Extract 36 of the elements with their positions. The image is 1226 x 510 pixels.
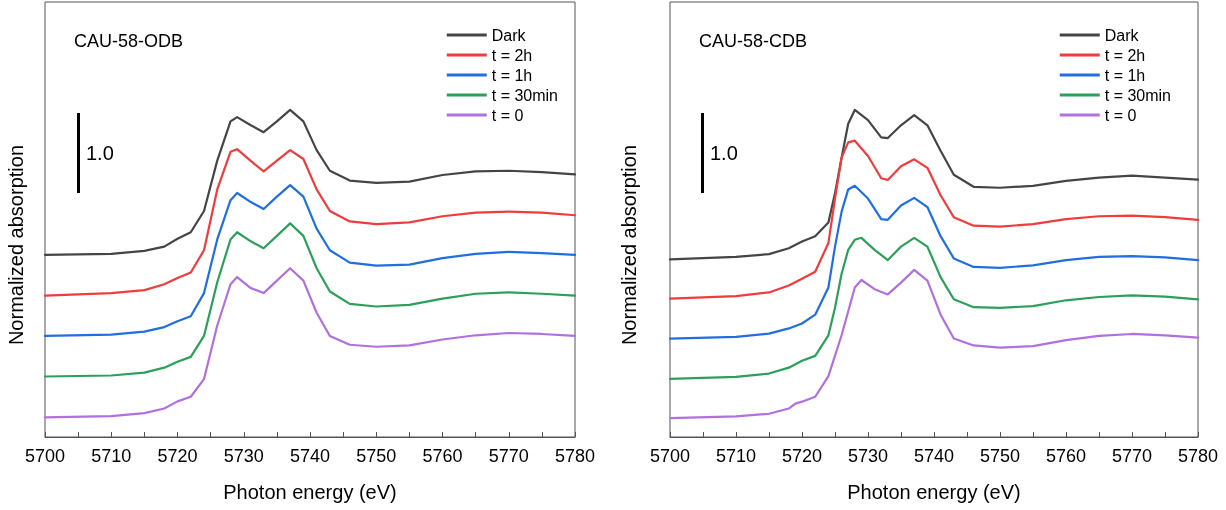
x-tick-label: 5770	[1111, 446, 1153, 466]
y-axis-title: Normalized absorption	[618, 144, 640, 346]
x-axis-title: Photon energy (eV)	[847, 481, 1021, 503]
annotation: 1.0	[86, 142, 114, 165]
x-tick-label: 5730	[223, 446, 264, 466]
x-tick-label: 5700	[24, 446, 66, 466]
legend-label: t = 1h	[491, 66, 533, 84]
x-axis-title: Photon energy (eV)	[223, 481, 397, 503]
x-tick-label: 5780	[554, 446, 596, 466]
legend-label: Dark	[1104, 26, 1140, 44]
x-tick-label: 5720	[781, 446, 823, 466]
y-axis-title: Normalized absorption	[5, 144, 27, 346]
x-tick-label: 5740	[913, 446, 955, 466]
legend-label: t = 1h	[1104, 66, 1146, 84]
legend-label: t = 30min	[1104, 86, 1172, 104]
x-tick-label: 5740	[289, 446, 331, 466]
chart-title: CAU-58-CDB	[699, 31, 808, 51]
x-tick-label: 5720	[157, 446, 198, 466]
legend-label: t = 0	[491, 106, 524, 124]
chart-title: CAU-58-ODB	[74, 31, 184, 51]
x-tick-label: 5760	[422, 446, 463, 466]
x-tick-label: 5760	[1045, 446, 1087, 466]
legend-label: Dark	[491, 26, 527, 44]
legend-label: t = 0	[1104, 106, 1137, 124]
x-tick-label: 5710	[715, 446, 757, 466]
legend-label: t = 2h	[491, 46, 533, 64]
annotation: 1.0	[710, 142, 738, 165]
x-tick-label: 5700	[649, 446, 691, 466]
x-tick-label: 5780	[1177, 446, 1219, 466]
x-tick-label: 5750	[979, 446, 1021, 466]
legend-label: t = 30min	[491, 86, 559, 104]
x-tick-label: 5730	[847, 446, 889, 466]
x-tick-label: 5710	[91, 446, 132, 466]
x-tick-label: 5750	[356, 446, 397, 466]
x-tick-label: 5770	[488, 446, 529, 466]
legend-label: t = 2h	[1104, 46, 1146, 64]
